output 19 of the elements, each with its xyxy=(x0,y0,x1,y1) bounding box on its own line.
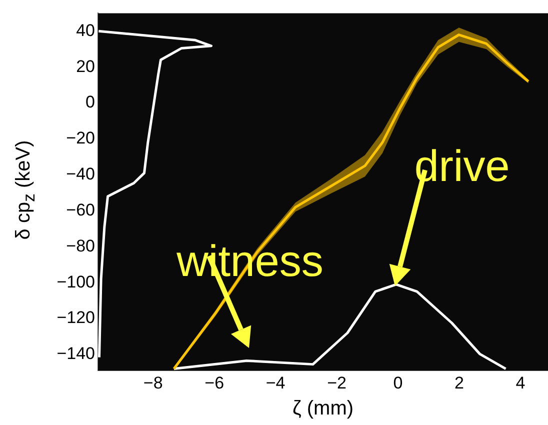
y-tick-label: 40 xyxy=(76,20,95,40)
y-tick-label: 20 xyxy=(76,56,95,76)
y-tick-label: −120 xyxy=(56,308,95,328)
x-tick-label: −4 xyxy=(266,373,286,392)
x-tick-label: 0 xyxy=(393,373,403,392)
y-tick-label: −60 xyxy=(66,200,95,220)
x-tick-label: −8 xyxy=(143,373,163,392)
y-tick-label: −40 xyxy=(66,164,95,184)
x-tick-label: −2 xyxy=(327,373,346,392)
y-tick-label: −80 xyxy=(66,236,95,256)
y-tick-label: −140 xyxy=(56,344,95,364)
y-tick-label: −100 xyxy=(56,272,95,292)
x-tick-label: 4 xyxy=(516,373,526,392)
y-tick-label: −20 xyxy=(66,128,95,148)
x-tick-label: −6 xyxy=(204,373,224,392)
x-tick-label: 2 xyxy=(454,373,464,392)
annotation: drive xyxy=(414,142,510,191)
x-axis-title: ζ (mm) xyxy=(292,398,354,420)
y-tick-label: 0 xyxy=(86,92,95,112)
